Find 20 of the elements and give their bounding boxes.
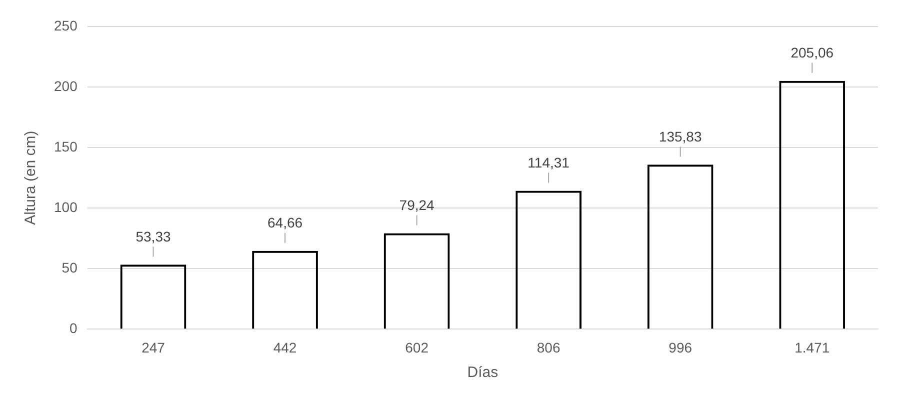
x-tick-label: 602 [405, 339, 429, 356]
x-tick-label: 1.471 [794, 339, 830, 356]
x-tick-label: 442 [273, 339, 297, 356]
x-tick-label: 806 [536, 339, 560, 356]
data-label: 205,06 [790, 44, 834, 61]
y-tick-label: 200 [54, 78, 78, 94]
data-label: 64,66 [267, 214, 303, 231]
y-axis-title: Altura (en cm) [22, 130, 40, 225]
data-label: 114,31 [528, 154, 570, 171]
x-axis-title: Días [467, 364, 498, 382]
y-tick-label: 0 [70, 320, 78, 336]
y-tick-label: 100 [54, 198, 78, 215]
data-label: 53,33 [136, 228, 171, 244]
y-tick-label: 50 [62, 260, 78, 276]
x-tick-label: 996 [668, 339, 692, 356]
x-tick-label: 247 [142, 339, 166, 356]
data-label: 135,83 [658, 128, 702, 145]
data-label: 79,24 [399, 197, 435, 214]
y-tick-label: 150 [54, 138, 78, 154]
y-tick-label: 250 [54, 17, 78, 34]
